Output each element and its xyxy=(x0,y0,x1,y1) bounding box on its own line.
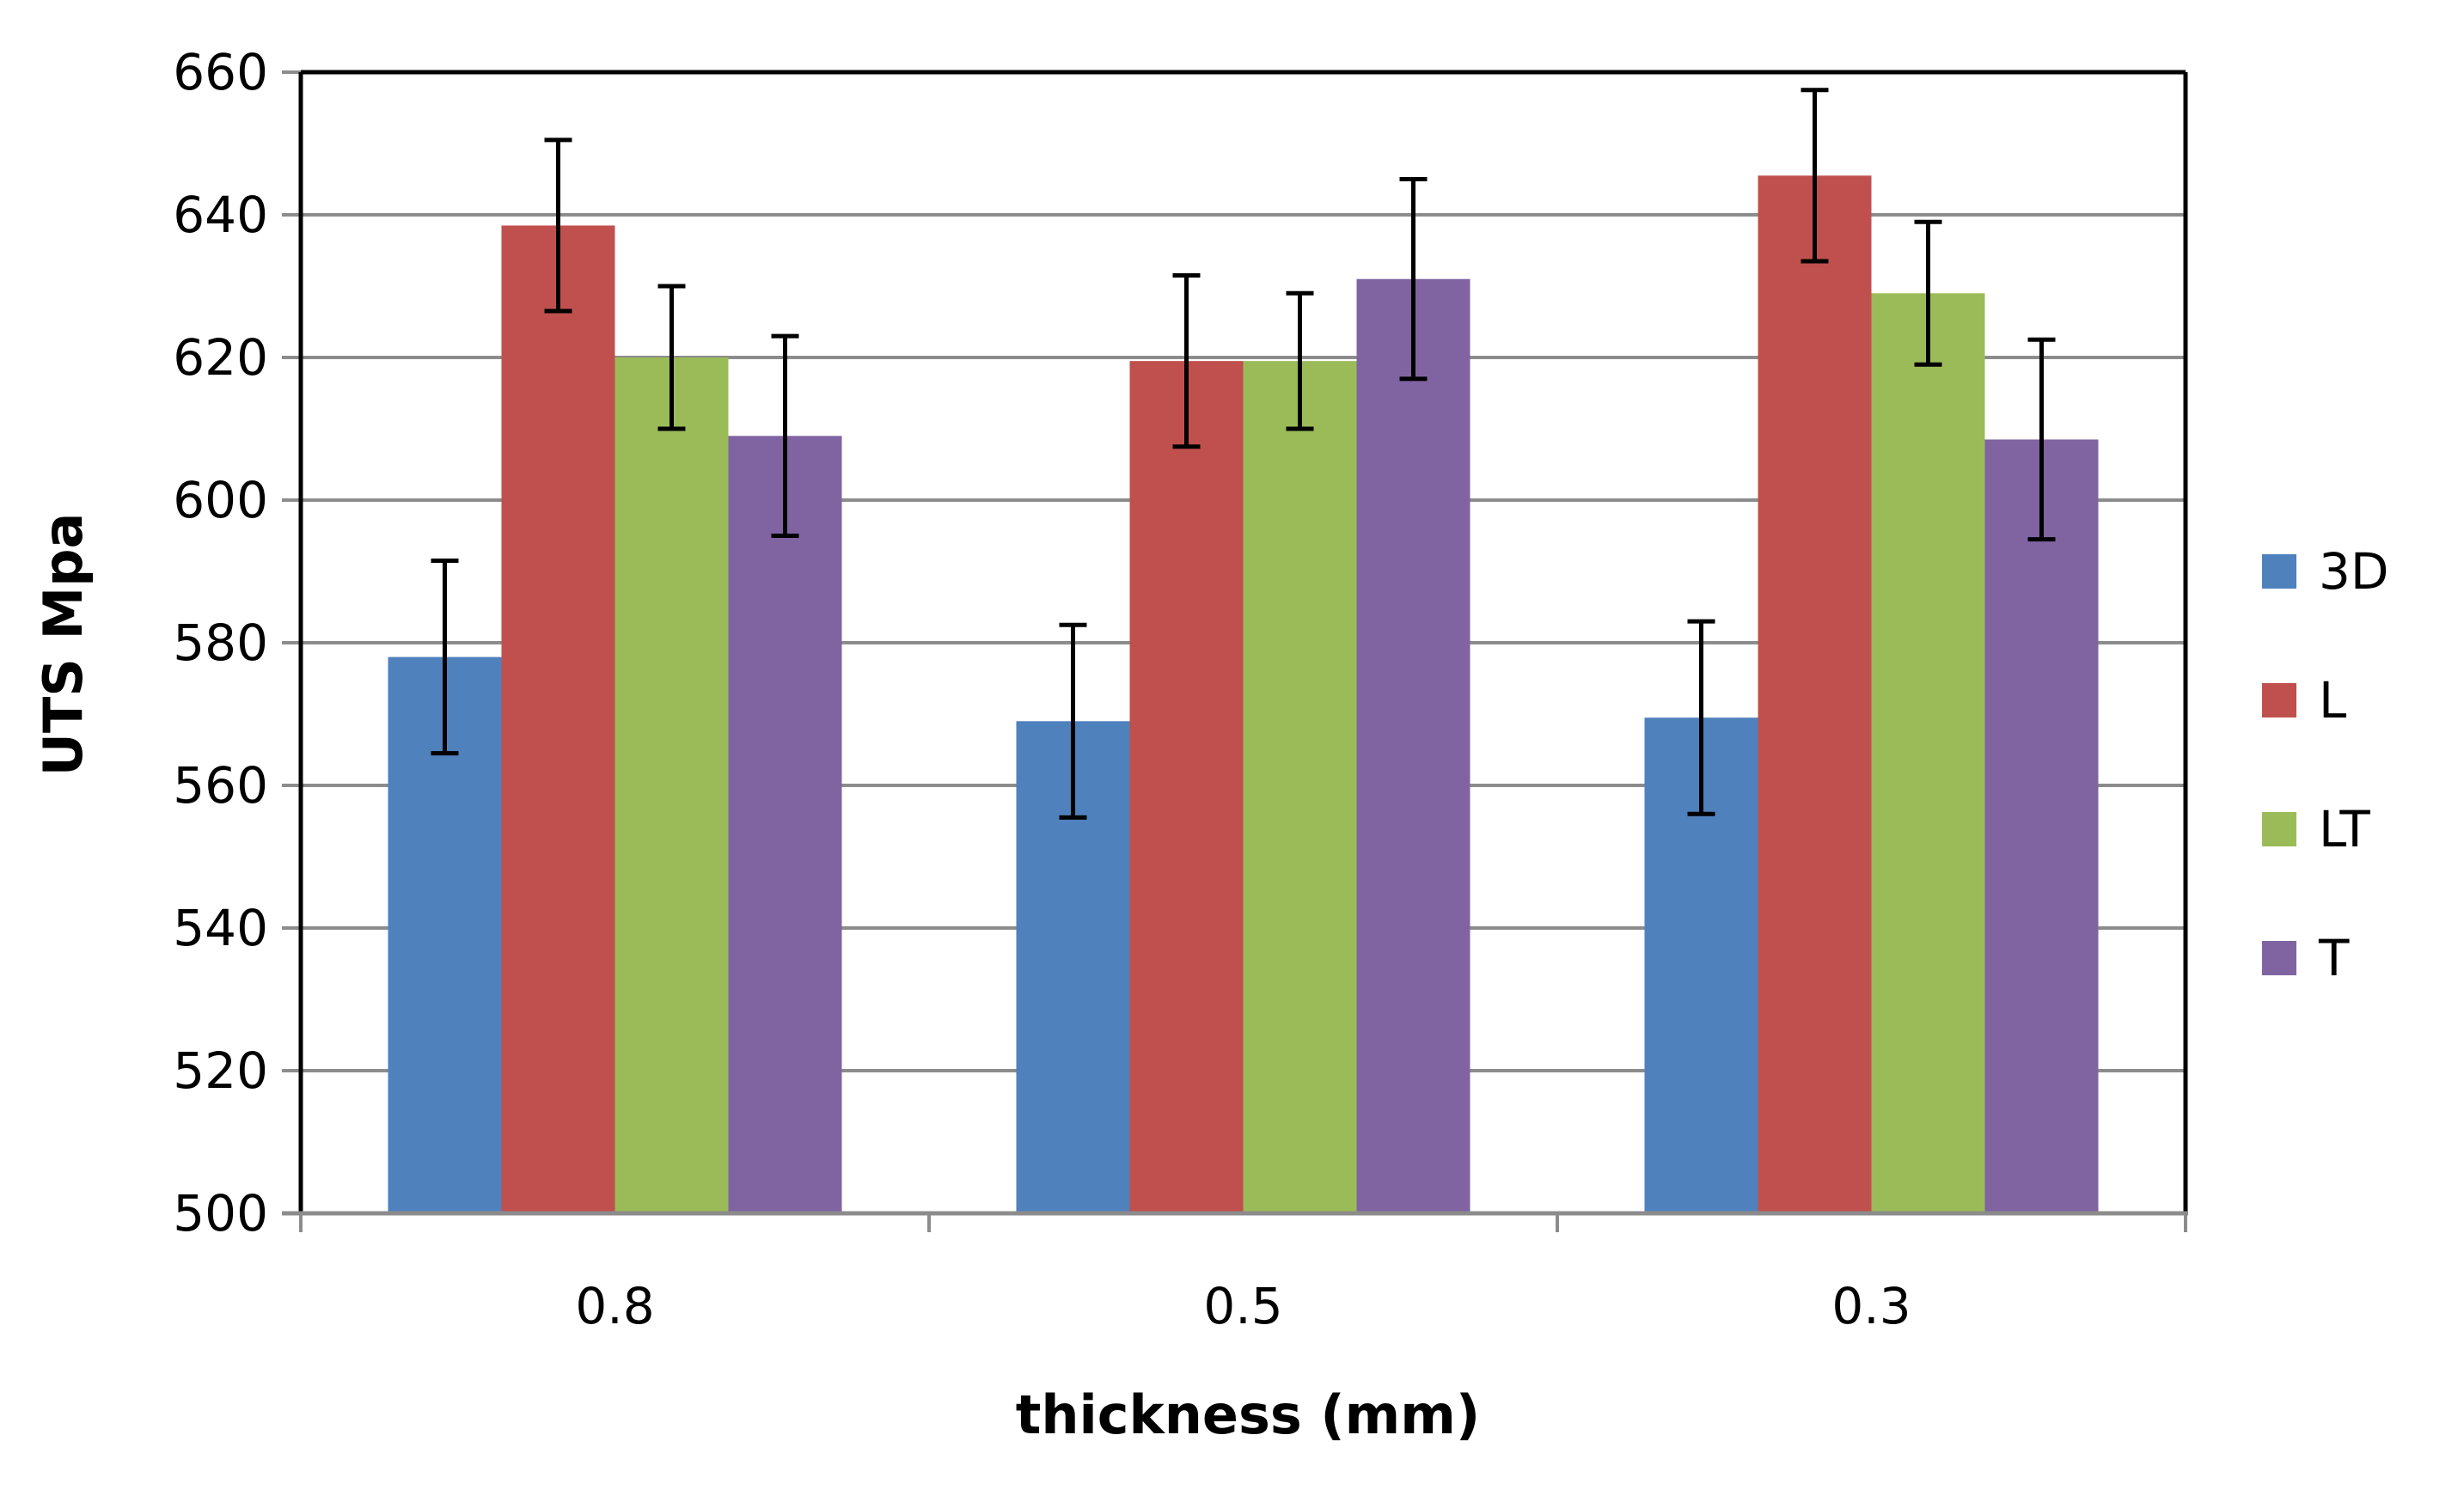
y-tick-label: 620 xyxy=(173,328,268,387)
y-tick-label: 600 xyxy=(173,471,268,529)
bars xyxy=(388,175,2099,1214)
legend-swatch-T xyxy=(2262,941,2296,975)
bar-T-0.3 xyxy=(1984,439,2099,1213)
bar-T-0.8 xyxy=(728,436,842,1213)
y-tick-label: 580 xyxy=(173,614,268,672)
legend-swatch-L xyxy=(2262,683,2296,718)
legend-swatch-LT xyxy=(2262,812,2296,846)
y-tick-label: 660 xyxy=(173,43,268,101)
bar-L-0.3 xyxy=(1758,175,1872,1214)
bar-LT-0.3 xyxy=(1871,293,1985,1213)
x-tick-labels: 0.8 0.5 0.3 xyxy=(575,1277,1911,1335)
bar-L-0.5 xyxy=(1129,361,1244,1213)
legend-label-L: L xyxy=(2319,671,2346,730)
error-bars xyxy=(431,88,2056,820)
y-tick-label: 560 xyxy=(173,756,268,815)
y-tick-label: 500 xyxy=(173,1184,268,1243)
x-tick-label: 0.3 xyxy=(1831,1277,1911,1335)
bar-T-0.5 xyxy=(1356,278,1470,1214)
x-axis-title: thickness (mm) xyxy=(1016,1383,1480,1446)
bar-L-0.8 xyxy=(501,225,615,1214)
bar-LT-0.8 xyxy=(614,357,729,1213)
y-axis-title: UTS Mpa xyxy=(32,513,95,777)
x-tick-label: 0.5 xyxy=(1203,1277,1282,1335)
legend-label-LT: LT xyxy=(2319,800,2370,858)
y-tick-label: 520 xyxy=(173,1041,268,1100)
legend-label-3D: 3D xyxy=(2319,542,2389,601)
y-tick-labels: 500 520 540 560 580 600 620 640 660 xyxy=(173,43,268,1243)
axes xyxy=(282,70,2188,1232)
x-tick-label: 0.8 xyxy=(575,1277,654,1335)
legend: 3D L LT T xyxy=(2262,542,2389,987)
legend-label-T: T xyxy=(2318,929,2350,987)
y-tick-label: 640 xyxy=(173,186,268,244)
bar-LT-0.5 xyxy=(1243,361,1357,1213)
y-tick-label: 540 xyxy=(173,899,268,957)
legend-swatch-3D xyxy=(2262,554,2296,589)
